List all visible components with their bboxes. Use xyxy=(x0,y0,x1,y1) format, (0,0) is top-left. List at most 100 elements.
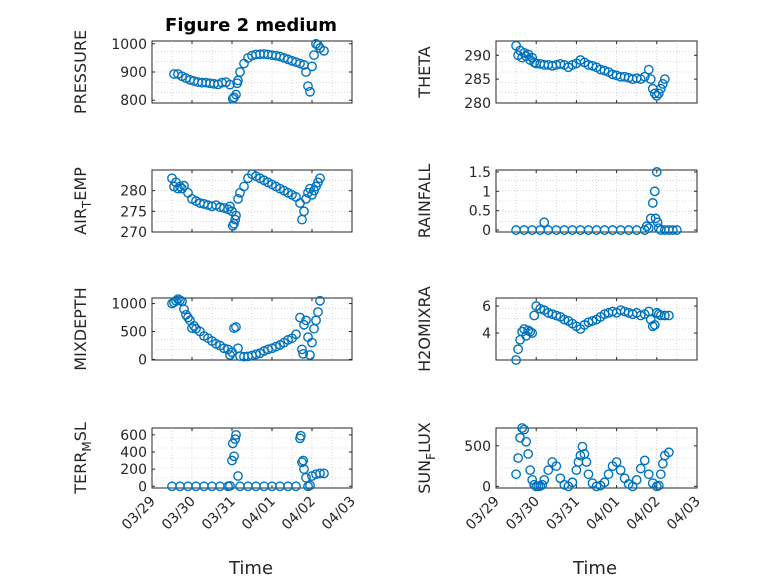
data-point xyxy=(301,315,311,326)
x-tick-label: 03/31 xyxy=(199,494,239,534)
data-point xyxy=(231,322,241,332)
x-tick-label: 04/02 xyxy=(279,494,319,534)
data-point xyxy=(298,348,309,359)
data-point xyxy=(615,465,626,476)
y-tick-label: 290 xyxy=(464,48,491,64)
data-point xyxy=(537,479,548,490)
y-tick-label: 500 xyxy=(464,439,491,455)
y-axis-label: PRESSURE xyxy=(71,30,90,114)
subplot-7: 03/29 03/30 03/31 04/01 04/02 04/03 0200400600… xyxy=(71,422,359,533)
data-point xyxy=(649,88,660,99)
y-axis-label: RAINFALL xyxy=(415,164,434,239)
data-point xyxy=(645,74,656,85)
data-point xyxy=(649,320,660,330)
data-point xyxy=(301,67,311,77)
x-tick-label: 03/29 xyxy=(119,494,159,534)
data-point xyxy=(511,469,521,480)
data-point xyxy=(225,480,235,491)
y-tick-label: 1000 xyxy=(111,37,147,53)
data-point xyxy=(171,295,181,306)
data-point xyxy=(303,81,313,91)
data-point xyxy=(581,457,592,467)
data-point xyxy=(235,67,245,77)
x-tick-label: 03/29 xyxy=(463,494,503,534)
data-point xyxy=(653,480,664,491)
data-point xyxy=(307,61,317,72)
y-tick-label: 1000 xyxy=(111,297,147,313)
data-point xyxy=(653,309,664,320)
y-tick-label: 0 xyxy=(138,479,147,495)
data-point xyxy=(639,71,650,82)
data-point xyxy=(231,89,241,100)
y-axis-label: AIRTEMP xyxy=(71,167,94,235)
data-point xyxy=(643,469,654,480)
data-point xyxy=(315,468,325,479)
data-point xyxy=(319,468,329,479)
subplot-6: 4 6 H2OMIXRA xyxy=(415,286,698,372)
data-point xyxy=(599,477,610,488)
data-point xyxy=(539,217,550,228)
data-point xyxy=(251,349,261,360)
data-point xyxy=(291,329,301,340)
data-point xyxy=(233,194,243,204)
y-tick-label: 280 xyxy=(464,96,491,112)
data-point xyxy=(219,203,229,213)
y-tick-label: 900 xyxy=(120,65,147,81)
data-point xyxy=(313,40,323,51)
x-tick-label: 03/30 xyxy=(503,494,543,534)
data-point xyxy=(523,449,534,459)
data-point xyxy=(315,295,325,306)
y-axis-label: SUNFLUX xyxy=(415,422,438,494)
data-point xyxy=(231,429,241,440)
data-point xyxy=(641,221,652,232)
data-point xyxy=(219,343,229,354)
data-point xyxy=(291,481,301,492)
x-tick-label: 04/03 xyxy=(664,494,704,534)
data-point xyxy=(655,469,666,480)
data-point xyxy=(667,225,678,235)
data-series xyxy=(511,301,674,365)
data-series xyxy=(511,167,682,235)
data-point xyxy=(307,337,317,348)
data-point xyxy=(672,225,682,235)
data-point xyxy=(663,447,674,458)
data-point xyxy=(305,350,315,360)
data-point xyxy=(653,223,664,234)
y-axis-label: MIXDEPTH xyxy=(71,287,90,370)
x-tick-label: 03/30 xyxy=(159,494,199,534)
data-point xyxy=(643,64,654,75)
data-point xyxy=(299,206,309,217)
y-tick-label: 400 xyxy=(120,445,147,461)
y-axis-label: TERRMSL xyxy=(71,422,94,495)
data-point xyxy=(187,323,197,334)
data-point xyxy=(309,50,319,60)
y-tick-label: 200 xyxy=(120,462,147,478)
data-point xyxy=(659,310,670,321)
x-tick-label: 04/01 xyxy=(239,494,279,534)
data-point xyxy=(519,424,530,435)
y-tick-label: 1.5 xyxy=(469,165,491,181)
data-point xyxy=(239,181,249,192)
data-point xyxy=(611,457,622,467)
y-tick-label: 600 xyxy=(120,428,147,444)
y-tick-label: 6 xyxy=(482,299,491,315)
data-point xyxy=(643,223,654,234)
data-point xyxy=(647,321,658,332)
data-point xyxy=(551,461,562,472)
data-point xyxy=(639,455,650,466)
x-tick-label: 04/03 xyxy=(319,494,359,534)
data-point xyxy=(513,344,524,355)
data-point xyxy=(179,304,189,315)
data-point xyxy=(647,198,658,208)
data-point xyxy=(551,310,562,321)
y-tick-label: 800 xyxy=(120,93,147,109)
data-series xyxy=(511,40,670,101)
data-series xyxy=(511,423,674,492)
data-point xyxy=(229,451,239,462)
subplot-8: 03/29 03/30 03/31 04/01 04/02 04/03 0 500 SUNFLU… xyxy=(415,422,704,533)
y-tick-label: 0 xyxy=(482,223,491,239)
data-point xyxy=(567,477,578,488)
data-point xyxy=(225,350,235,360)
x-tick-label: 04/02 xyxy=(624,494,664,534)
